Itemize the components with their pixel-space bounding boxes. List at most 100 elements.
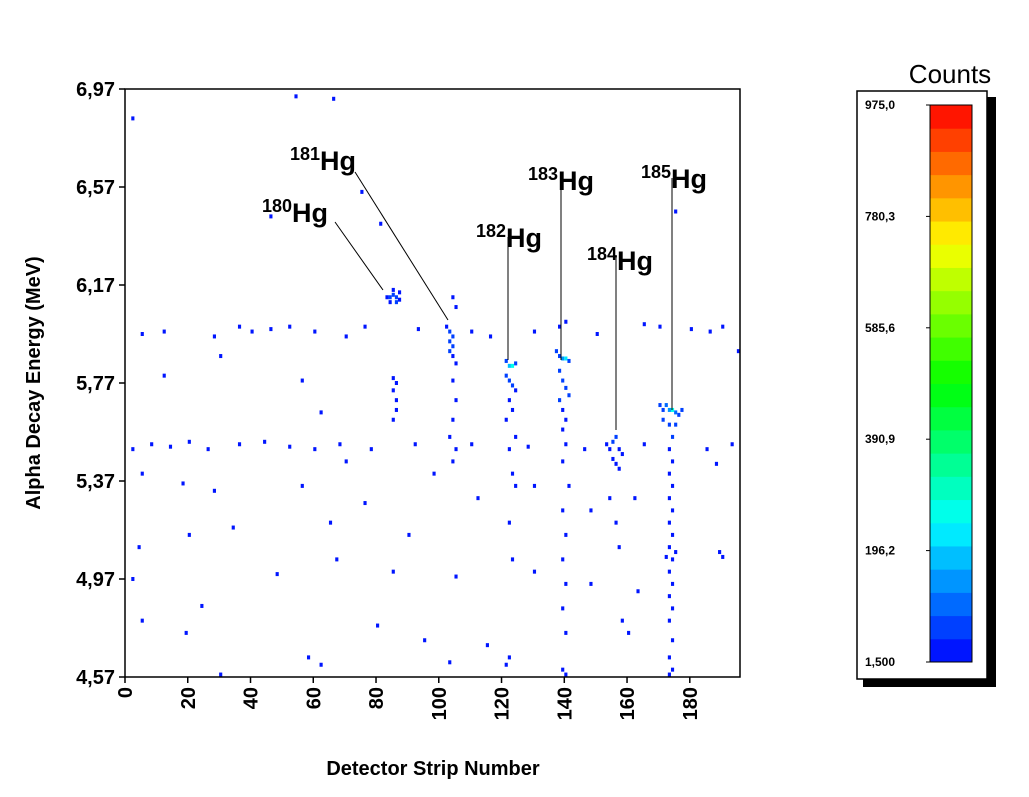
heatmap-cell (661, 417, 665, 422)
heatmap-cell (394, 295, 398, 300)
heatmap-cell (206, 447, 210, 452)
heatmap-cell (670, 532, 675, 537)
heatmap-cell (432, 471, 436, 476)
heatmap-cell (561, 356, 565, 361)
heatmap-cell (564, 356, 568, 361)
heatmap-cell (564, 385, 568, 390)
heatmap-cell (470, 329, 474, 334)
heatmap-cell (561, 667, 565, 672)
colorbar-tick-label: 196,2 (865, 544, 895, 558)
colorbar-tick-label: 390,9 (865, 432, 895, 446)
heatmap-cell (670, 606, 675, 611)
colorbar-band (930, 499, 972, 524)
annotation-element: Hg (320, 146, 356, 176)
heatmap-cell (388, 295, 392, 300)
heatmap-cell (488, 334, 493, 339)
heatmap-cell (667, 569, 671, 574)
heatmap-cell (633, 496, 637, 501)
heatmap-cell (514, 388, 518, 393)
heatmap-cell (504, 417, 508, 422)
heatmap-cell (237, 442, 242, 447)
heatmap-cell (664, 554, 668, 559)
heatmap-cell (391, 388, 395, 393)
heatmap-cell (561, 459, 565, 464)
x-tick-label: 60 (303, 687, 325, 709)
heatmap-cell (510, 407, 515, 412)
heatmap-cell (589, 508, 593, 513)
y-tick-label: 6,17 (76, 275, 115, 297)
heatmap-cell (451, 344, 455, 349)
heatmap-cell (564, 417, 568, 422)
heatmap-cell (614, 520, 618, 525)
heatmap-cell (714, 461, 719, 466)
heatmap-cell (448, 339, 452, 344)
heatmap-cell (391, 292, 395, 297)
heatmap-cell (642, 442, 646, 447)
annotation-mass: 184 (587, 244, 617, 264)
heatmap-cell (532, 329, 537, 334)
heatmap-cell (667, 447, 671, 452)
heatmap-cell (391, 376, 395, 381)
heatmap-cell (736, 349, 740, 354)
heatmap-cell (589, 581, 593, 586)
heatmap-cell (288, 324, 292, 329)
heatmap-cell (335, 557, 339, 562)
heatmap-cell (510, 383, 515, 388)
heatmap-cell (451, 378, 455, 383)
colorbar-band (930, 197, 972, 222)
heatmap-cell (674, 410, 678, 415)
annotation: 181Hg (290, 144, 356, 176)
heatmap-cell (667, 672, 671, 677)
heatmap-cell (385, 295, 389, 300)
heatmap-cell (485, 643, 489, 648)
annotation-mass: 180 (262, 196, 292, 216)
heatmap-cell (670, 434, 675, 439)
y-tick-label: 6,57 (76, 177, 115, 199)
heatmap-cell (448, 349, 452, 354)
heatmap-cell (670, 459, 675, 464)
heatmap-cell (680, 407, 684, 412)
heatmap-cell (448, 660, 452, 665)
x-axis-label: Detector Strip Number (326, 758, 540, 780)
heatmap-cell (507, 655, 511, 660)
y-tick-label: 4,97 (76, 569, 115, 591)
heatmap-cell (212, 488, 216, 493)
annotation: 184Hg (587, 244, 653, 276)
heatmap-cell (470, 442, 474, 447)
colorbar-band (930, 476, 972, 501)
heatmap-cell (670, 407, 675, 412)
annotation: 182Hg (476, 221, 542, 253)
heatmap-cell (564, 442, 568, 447)
heatmap-cell (561, 508, 565, 513)
heatmap-cell (300, 483, 304, 488)
heatmap-cell (451, 459, 455, 464)
heatmap-cell (526, 444, 530, 449)
colorbar-band (930, 522, 972, 547)
heatmap-cell (567, 358, 571, 363)
heatmap-cell (250, 329, 254, 334)
heatmap-cell (510, 471, 515, 476)
annotation-mass: 183 (528, 164, 558, 184)
heatmap-cell (344, 459, 348, 464)
annotation-mass: 182 (476, 221, 506, 241)
heatmap-cell (514, 361, 518, 366)
heatmap-cell (611, 456, 615, 461)
heatmap-cell (708, 329, 712, 334)
heatmap-cell (718, 550, 722, 555)
heatmap-cell (620, 618, 624, 623)
heatmap-cell (670, 667, 675, 672)
heatmap-cell (689, 327, 693, 332)
heatmap-cell (394, 398, 398, 403)
colorbar-tick-label: 585,6 (865, 321, 895, 335)
heatmap-cell (670, 638, 675, 643)
heatmap-cell (620, 452, 624, 457)
colorbar-band (930, 406, 972, 431)
heatmap-cell (561, 427, 565, 432)
heatmap-cell (181, 481, 185, 486)
heatmap-cell (564, 319, 568, 324)
heatmap-cell (275, 572, 279, 577)
heatmap-cell (661, 407, 665, 412)
heatmap-cell (328, 520, 333, 525)
colorbar-band (930, 453, 972, 477)
heatmap-cell (269, 214, 273, 219)
